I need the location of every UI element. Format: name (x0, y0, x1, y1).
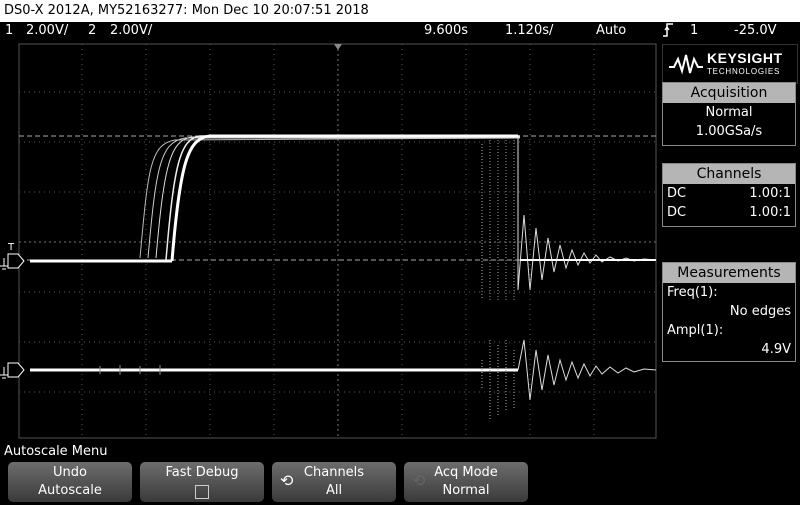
keysight-logo: KEYSIGHT TECHNOLOGIES (662, 44, 798, 84)
channel-row-2: DC 1.00:1 (663, 203, 795, 222)
ch1-marker-label: 1 (12, 253, 21, 267)
trigger-source[interactable]: 1 (690, 23, 699, 38)
measurements-box[interactable]: Measurements Freq(1): No edges Ampl(1): … (662, 262, 796, 362)
waveform-display[interactable]: T 1 2 (0, 40, 658, 440)
horizontal-delay[interactable]: 9.600s (424, 23, 468, 38)
keysight-wave-icon (669, 54, 703, 75)
trigger-level[interactable]: -25.0V (734, 23, 777, 38)
acquisition-mode: Normal (705, 105, 753, 120)
ch1-trace (30, 134, 657, 300)
ch2-marker-label: 2 (12, 362, 21, 376)
side-panel: KEYSIGHT TECHNOLOGIES Acquisition Normal… (660, 42, 798, 440)
fast-debug-label: Fast Debug (165, 465, 239, 480)
acq-mode-button[interactable]: ⟲ Acq Mode Normal (404, 462, 528, 502)
graticule (0, 43, 657, 439)
rising-edge-icon (662, 22, 674, 44)
channels-value: All (325, 483, 343, 498)
channels-box[interactable]: Channels DC 1.00:1 DC 1.00:1 (662, 163, 796, 227)
rotate-knob-icon: ⟲ (412, 471, 426, 490)
ch2-probe: 1.00:1 (749, 205, 791, 220)
fast-debug-checkbox[interactable] (195, 485, 209, 499)
trigger-level-marker[interactable]: T (8, 242, 15, 253)
ampl-label: Ampl(1): (667, 323, 724, 338)
undo-label: Undo (53, 465, 87, 480)
sample-rate: 1.00GSa/s (695, 124, 763, 139)
acq-mode-label: Acq Mode (434, 465, 498, 480)
ch1-probe: 1.00:1 (749, 186, 791, 201)
ch2-number[interactable]: 2 (88, 23, 97, 38)
ch1-number[interactable]: 1 (5, 23, 14, 38)
ch2-scale[interactable]: 2.00V/ (110, 23, 153, 38)
logo-brand: KEYSIGHT (707, 50, 783, 66)
ampl-value: 4.9V (761, 342, 791, 357)
measurements-title: Measurements (663, 263, 795, 283)
trigger-mode[interactable]: Auto (596, 23, 627, 38)
softkey-bar: Undo Autoscale Fast Debug ⟲ Channels All… (0, 460, 800, 503)
channel-row-1: DC 1.00:1 (663, 184, 795, 203)
freq-label: Freq(1): (667, 285, 718, 300)
channels-title: Channels (663, 164, 795, 184)
acquisition-title: Acquisition (663, 83, 795, 103)
ch2-trace (30, 339, 657, 420)
freq-value: No edges (729, 304, 791, 319)
logo-sub: TECHNOLOGIES (707, 67, 781, 76)
channels-button[interactable]: ⟲ Channels All (272, 462, 396, 502)
ground-icon (0, 258, 8, 379)
trigger-position-marker (334, 44, 342, 50)
ch1-coupling: DC (667, 186, 687, 201)
ch1-scale[interactable]: 2.00V/ (26, 23, 69, 38)
channels-label: Channels (303, 465, 365, 480)
timebase[interactable]: 1.120s/ (505, 23, 554, 38)
window-title: DS0-X 2012A, MY52163277: Mon Dec 10 20:0… (0, 0, 800, 22)
undo-autoscale-button[interactable]: Undo Autoscale (8, 462, 132, 502)
rotate-knob-icon: ⟲ (280, 471, 294, 490)
menu-title: Autoscale Menu (0, 443, 800, 460)
fast-debug-button[interactable]: Fast Debug (140, 462, 264, 502)
acquisition-box[interactable]: Acquisition Normal 1.00GSa/s (662, 82, 796, 146)
status-bar: 1 2.00V/ 2 2.00V/ 9.600s 1.120s/ Auto 1 … (0, 22, 800, 40)
ch2-coupling: DC (667, 205, 687, 220)
undo-sublabel: Autoscale (38, 483, 102, 498)
acq-mode-value: Normal (442, 483, 490, 498)
